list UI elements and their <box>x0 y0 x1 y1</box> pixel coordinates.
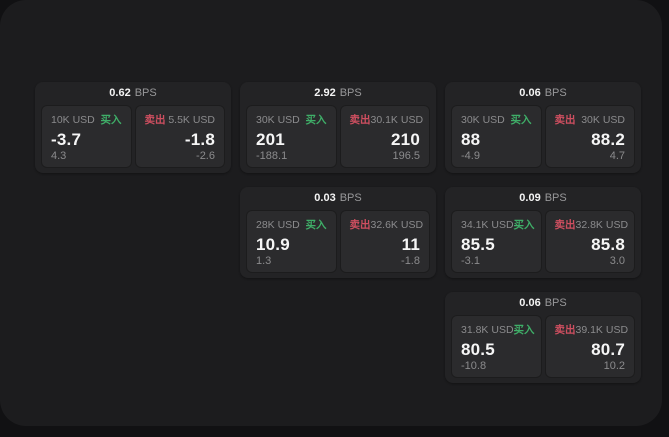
spread-header: 0.09 BPS <box>445 187 641 210</box>
sell-price: 88.2 <box>591 129 625 149</box>
sell-quote-tile[interactable]: 卖出 39.1K USD 80.7 10.2 <box>544 315 635 378</box>
buy-price: 85.5 <box>461 234 495 254</box>
buy-delta: -4.9 <box>461 150 480 162</box>
spread-value: 0.62 <box>109 87 131 99</box>
buy-price: 201 <box>256 129 285 149</box>
spread-value: 0.06 <box>519 87 541 99</box>
sell-quote-tile[interactable]: 卖出 32.6K USD 11 -1.8 <box>339 210 430 273</box>
sell-delta: 3.0 <box>609 255 625 267</box>
buy-quote-tile[interactable]: 34.1K USD 买入 85.5 -3.1 <box>451 210 542 273</box>
buy-size: 34.1K USD <box>461 218 514 231</box>
sell-price: 80.7 <box>591 339 625 359</box>
sell-quote-tile[interactable]: 卖出 5.5K USD -1.8 -2.6 <box>134 105 225 168</box>
sell-size: 5.5K USD <box>168 113 215 126</box>
spread-unit-label: BPS <box>544 297 567 309</box>
buy-label: 买入 <box>513 324 535 336</box>
sell-price: -1.8 <box>184 129 215 149</box>
quote-card-2: 2.92 BPS 30K USD 买入 201 -188.1 卖出 30.1K … <box>240 82 436 173</box>
sell-size: 32.8K USD <box>575 218 629 231</box>
sell-size: 30K USD <box>581 113 625 126</box>
buy-label: 买入 <box>510 114 532 126</box>
quote-card-5: 0.09 BPS 34.1K USD 买入 85.5 -3.1 卖出 32.8K… <box>445 187 641 278</box>
quote-card-1: 0.62 BPS 10K USD 买入 -3.7 4.3 卖出 5.5K USD <box>35 82 231 173</box>
buy-price: 10.9 <box>256 234 290 254</box>
buy-price: -3.7 <box>51 129 82 149</box>
main-panel: 0.62 BPS 10K USD 买入 -3.7 4.3 卖出 5.5K USD <box>0 0 662 426</box>
buy-label: 买入 <box>305 219 327 231</box>
sell-label: 卖出 <box>554 114 576 126</box>
spread-header: 0.03 BPS <box>240 187 436 210</box>
sell-delta: -1.8 <box>401 255 420 267</box>
buy-quote-tile[interactable]: 31.8K USD 买入 80.5 -10.8 <box>451 315 542 378</box>
sell-label: 卖出 <box>554 324 576 336</box>
buy-label: 买入 <box>100 114 122 126</box>
buy-delta: 1.3 <box>256 255 272 267</box>
sell-label: 卖出 <box>349 114 371 126</box>
buy-quote-tile[interactable]: 10K USD 买入 -3.7 4.3 <box>41 105 132 168</box>
sell-size: 39.1K USD <box>575 323 629 336</box>
spread-header: 0.62 BPS <box>35 82 231 105</box>
sell-delta: 196.5 <box>392 150 420 162</box>
buy-quote-tile[interactable]: 30K USD 买入 88 -4.9 <box>451 105 542 168</box>
buy-delta: -10.8 <box>461 360 487 372</box>
buy-size: 30K USD <box>461 113 505 126</box>
sell-price: 210 <box>391 129 420 149</box>
buy-delta: 4.3 <box>51 150 67 162</box>
spread-value: 0.06 <box>519 297 541 309</box>
buy-size: 31.8K USD <box>461 323 514 336</box>
buy-label: 买入 <box>513 219 535 231</box>
sell-label: 卖出 <box>554 219 576 231</box>
quote-card-4: 0.03 BPS 28K USD 买入 10.9 1.3 卖出 32.6K US… <box>240 187 436 278</box>
buy-quote-tile[interactable]: 30K USD 买入 201 -188.1 <box>246 105 337 168</box>
buy-quote-tile[interactable]: 28K USD 买入 10.9 1.3 <box>246 210 337 273</box>
spread-unit-label: BPS <box>339 87 362 99</box>
buy-size: 30K USD <box>256 113 300 126</box>
sell-quote-tile[interactable]: 卖出 30K USD 88.2 4.7 <box>544 105 635 168</box>
spread-value: 0.09 <box>519 192 541 204</box>
spread-value: 0.03 <box>314 192 336 204</box>
sell-price: 85.8 <box>591 234 625 254</box>
buy-label: 买入 <box>305 114 327 126</box>
spread-unit-label: BPS <box>544 87 567 99</box>
sell-size: 30.1K USD <box>370 113 424 126</box>
sell-delta: 4.7 <box>609 150 625 162</box>
spread-unit-label: BPS <box>544 192 567 204</box>
buy-size: 10K USD <box>51 113 95 126</box>
quote-card-6: 0.06 BPS 31.8K USD 买入 80.5 -10.8 卖出 39.1… <box>445 292 641 383</box>
spread-header: 0.06 BPS <box>445 292 641 315</box>
buy-price: 88 <box>461 129 481 149</box>
spread-value: 2.92 <box>314 87 336 99</box>
buy-delta: -188.1 <box>256 150 288 162</box>
sell-delta: 10.2 <box>603 360 625 372</box>
sell-size: 32.6K USD <box>370 218 424 231</box>
sell-quote-tile[interactable]: 卖出 30.1K USD 210 196.5 <box>339 105 430 168</box>
quote-card-3: 0.06 BPS 30K USD 买入 88 -4.9 卖出 30K USD <box>445 82 641 173</box>
sell-price: 11 <box>401 234 420 254</box>
buy-delta: -3.1 <box>461 255 480 267</box>
spread-header: 0.06 BPS <box>445 82 641 105</box>
buy-price: 80.5 <box>461 339 495 359</box>
sell-quote-tile[interactable]: 卖出 32.8K USD 85.8 3.0 <box>544 210 635 273</box>
spread-header: 2.92 BPS <box>240 82 436 105</box>
spread-unit-label: BPS <box>134 87 157 99</box>
spread-unit-label: BPS <box>339 192 362 204</box>
buy-size: 28K USD <box>256 218 300 231</box>
sell-label: 卖出 <box>144 114 166 126</box>
sell-label: 卖出 <box>349 219 371 231</box>
sell-delta: -2.6 <box>196 150 215 162</box>
